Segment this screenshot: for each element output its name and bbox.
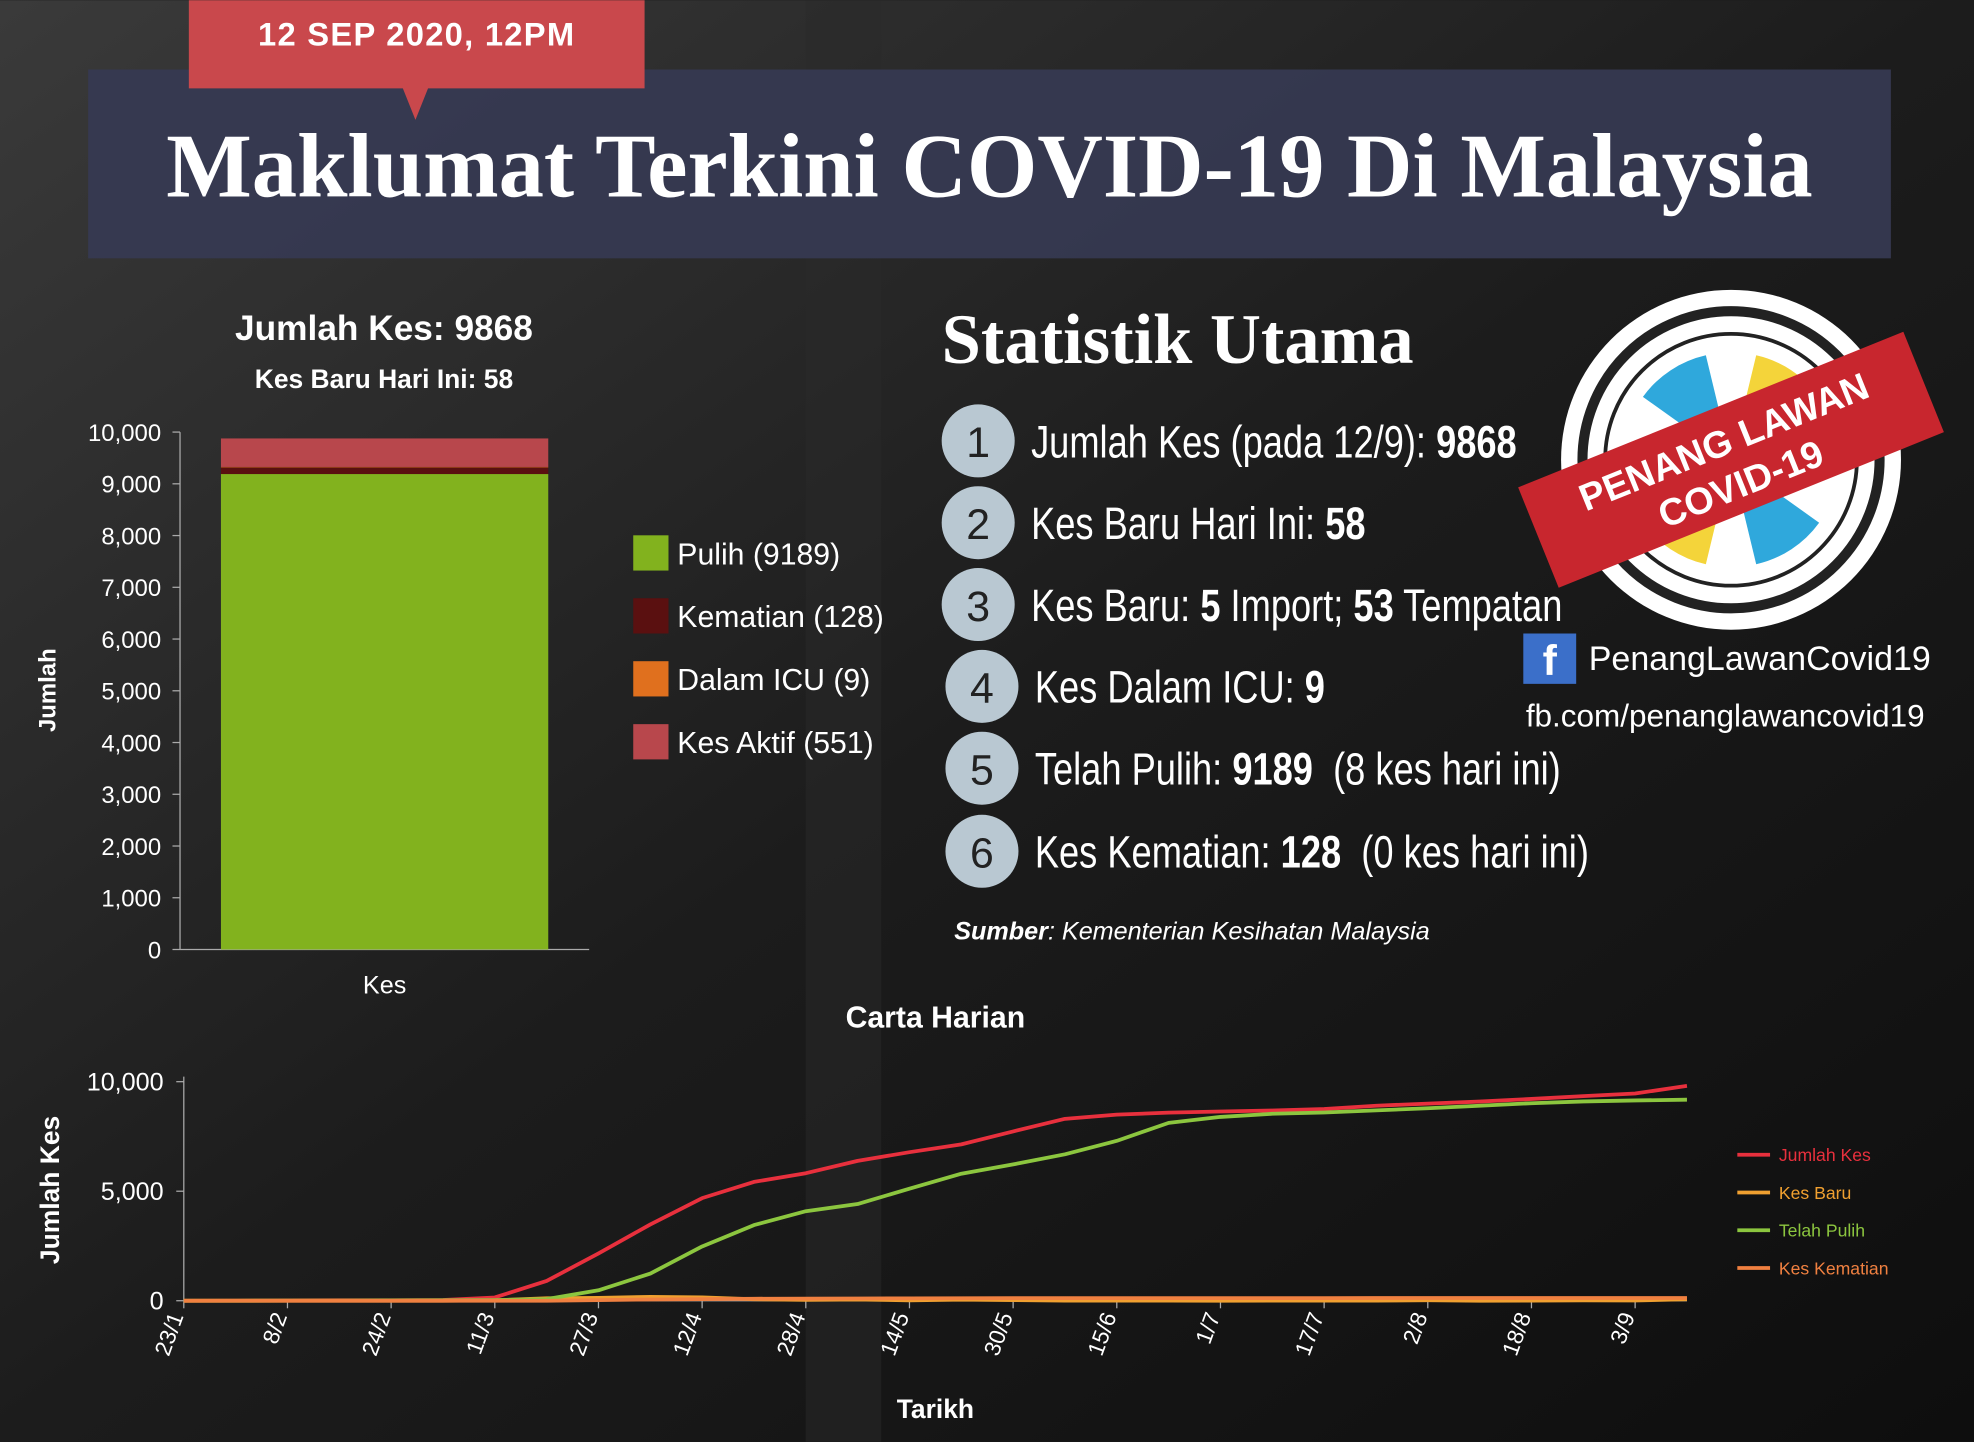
bar-segment xyxy=(220,474,549,950)
stat-segment: Import; xyxy=(1220,580,1353,631)
stat-segment: Tempatan xyxy=(1394,580,1563,631)
facebook-icon-letter: f xyxy=(1543,637,1558,685)
stat-number-circle xyxy=(945,731,1019,805)
stat-number: 4 xyxy=(970,665,994,713)
legend-swatch xyxy=(633,724,669,760)
y-tick-label: 2,000 xyxy=(101,834,161,861)
stat-number: 2 xyxy=(966,501,990,549)
chart-title: Carta Harian xyxy=(846,1002,1026,1035)
stat-text: Jumlah Kes (pada 12/9): 9868 xyxy=(1031,416,1517,467)
source: Sumber: Kementerian Kesihatan Malaysia xyxy=(954,917,1429,945)
stat-segment: 9189 xyxy=(1232,744,1313,795)
stat-number-circle xyxy=(941,404,1015,478)
y-tick-label: 1,000 xyxy=(101,886,161,913)
stat-segment: 53 xyxy=(1353,580,1393,631)
stat-segment: Kes Baru: xyxy=(1031,580,1200,631)
y-tick-label: 3,000 xyxy=(101,782,161,809)
stat-segment: 128 xyxy=(1281,827,1341,878)
series-line xyxy=(183,1296,1687,1303)
stat-segment: 5 xyxy=(1200,580,1220,631)
y-tick-label: 9,000 xyxy=(101,472,161,499)
y-axis-label: Jumlah Kes xyxy=(35,1116,65,1264)
stat-segment: 9 xyxy=(1305,662,1325,713)
stat-segment: Kes Dalam ICU: xyxy=(1035,662,1305,713)
stat-text: Kes Dalam ICU: 9 xyxy=(1035,662,1325,713)
stat-text: Kes Baru Hari Ini: 58 xyxy=(1031,498,1365,549)
stat-text: Kes Baru: 5 Import; 53 Tempatan xyxy=(1031,580,1562,631)
legend-label: Kes Aktif (551) xyxy=(677,727,873,760)
badge-ring xyxy=(1577,306,1885,614)
stats-title: Statistik Utama xyxy=(942,301,1414,379)
facebook-icon xyxy=(1523,633,1577,684)
badge: PENANG LAWAN COVID-19 xyxy=(1518,289,1944,630)
x-tick-label: Kes xyxy=(363,972,406,1000)
date-ribbon xyxy=(188,0,645,120)
y-axis-label: Jumlah xyxy=(34,648,61,732)
stat-segment: (8 kes hari ini) xyxy=(1313,744,1561,795)
chart-title: Jumlah Kes: 9868 xyxy=(235,309,533,348)
stat-number-circle xyxy=(941,568,1015,642)
legend-label: Pulih (9189) xyxy=(677,538,840,571)
legend-label: Kes Baru xyxy=(1779,1183,1851,1203)
y-tick-label: 10,000 xyxy=(88,420,161,447)
stat-segment: Kes Kematian: xyxy=(1035,827,1281,878)
stats-list: 1 Jumlah Kes (pada 12/9): 9868 2 Kes Baru H… xyxy=(941,404,1589,888)
y-tick-label: 5,000 xyxy=(101,1178,164,1206)
y-tick-label: 6,000 xyxy=(101,627,161,654)
legend-label: Telah Pulih xyxy=(1779,1221,1865,1241)
stat-text: Kes Kematian: 128 (0 kes hari ini) xyxy=(1035,827,1589,878)
stat-number-circle xyxy=(945,649,1019,723)
y-tick-label: 10,000 xyxy=(87,1068,164,1096)
stat-segment: Kes Baru Hari Ini: xyxy=(1031,498,1325,549)
stat-segment: Jumlah Kes (pada 12/9): xyxy=(1031,416,1436,467)
legend-label: Kematian (128) xyxy=(677,601,884,634)
stat-number-circle xyxy=(941,486,1015,560)
bar-segment xyxy=(220,438,549,467)
legend-swatch xyxy=(633,598,669,634)
y-tick-label: 4,000 xyxy=(101,730,161,757)
x-axis-label: Tarikh xyxy=(897,1394,974,1424)
stat-segment: 58 xyxy=(1325,498,1365,549)
stat-text: Telah Pulih: 9189 (8 kes hari ini) xyxy=(1035,744,1561,795)
bar-segment xyxy=(220,467,549,475)
y-tick-label: 0 xyxy=(148,937,161,964)
title-banner xyxy=(88,69,1891,259)
stat-segment: Telah Pulih: xyxy=(1035,744,1232,795)
legend-label: Kes Kematian xyxy=(1779,1258,1889,1278)
y-tick-label: 5,000 xyxy=(101,679,161,706)
badge-banner xyxy=(1518,331,1944,588)
facebook-url: fb.com/penanglawancovid19 xyxy=(1526,699,1925,734)
legend-swatch xyxy=(633,661,669,697)
stat-segment: (0 kes hari ini) xyxy=(1341,827,1589,878)
y-tick-label: 7,000 xyxy=(101,575,161,602)
legend-label: Jumlah Kes xyxy=(1779,1145,1871,1165)
date: 12 SEP 2020, 12PM xyxy=(258,16,575,53)
source-text: : Kementerian Kesihatan Malaysia xyxy=(1048,917,1430,945)
stat-number-circle xyxy=(945,814,1019,888)
stat-number: 5 xyxy=(970,747,994,795)
stat-segment: 9868 xyxy=(1436,416,1517,467)
legend-swatch xyxy=(633,535,669,571)
stat-number: 1 xyxy=(966,419,990,467)
facebook-name: PenangLawanCovid19 xyxy=(1589,640,1931,678)
stat-number: 6 xyxy=(970,830,994,878)
stat-number: 3 xyxy=(966,583,990,631)
y-tick-label: 8,000 xyxy=(101,523,161,550)
source-label: Sumber xyxy=(954,917,1049,945)
chart-subtitle: Kes Baru Hari Ini: 58 xyxy=(255,364,513,394)
y-tick-label: 0 xyxy=(150,1288,164,1316)
page-title: Maklumat Terkini COVID-19 Di Malaysia xyxy=(166,116,1812,217)
legend-label: Dalam ICU (9) xyxy=(677,664,870,697)
